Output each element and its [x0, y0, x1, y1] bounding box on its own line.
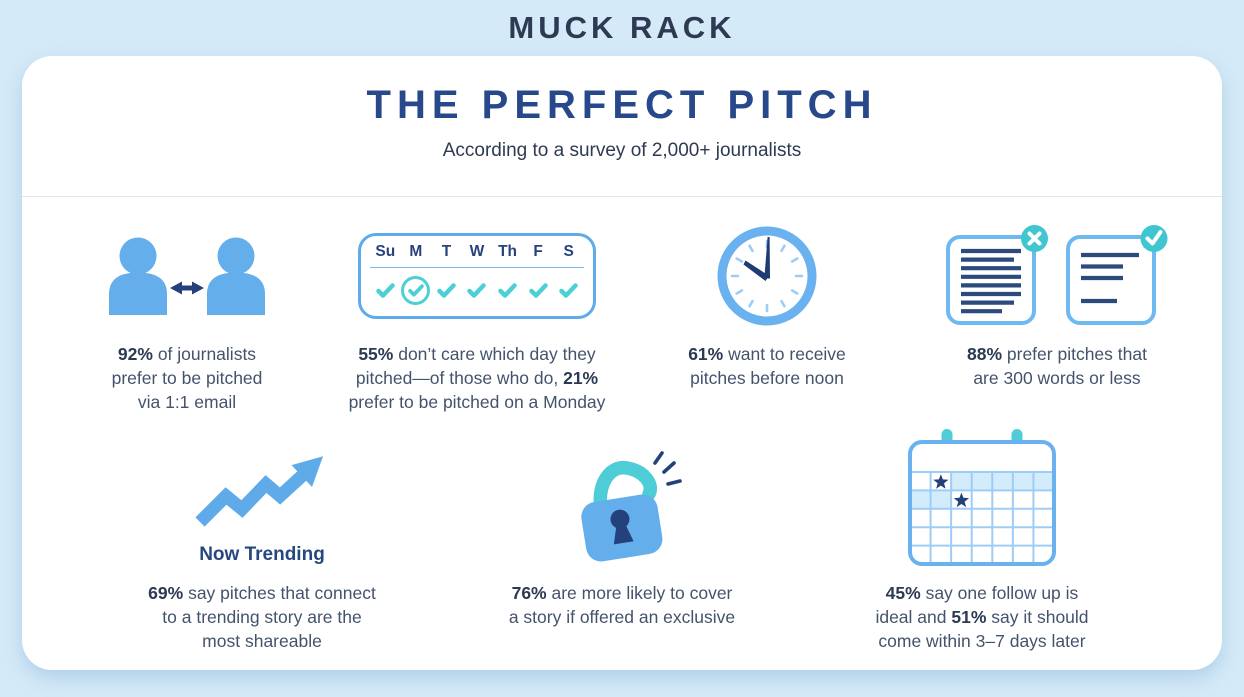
check-badge-icon [1140, 225, 1168, 252]
check-icon [437, 282, 456, 298]
document-long-icon [946, 225, 1048, 325]
stats-row-2: Now Trending 69% say pitches that connec… [22, 428, 1222, 653]
card-header: THE PERFECT PITCH According to a survey … [22, 56, 1222, 197]
stat-followup-caption: 45% say one follow up is ideal and 51% sa… [875, 583, 1089, 651]
logo-bar: MUCK RACK [0, 0, 1244, 56]
week-day-labels: Su M T W Th F S [370, 243, 584, 268]
check-icon [376, 282, 395, 298]
week-day-label: W [469, 243, 485, 260]
star-icon [953, 492, 970, 508]
page-subtitle: According to a survey of 2,000+ journali… [442, 140, 802, 161]
check-icon [559, 282, 578, 298]
infographic-card: THE PERFECT PITCH According to a survey … [22, 56, 1222, 670]
week-day-label: T [441, 243, 452, 260]
week-day-label: S [563, 243, 574, 260]
open-padlock-icon [581, 451, 682, 562]
monday-circled-check-icon [401, 275, 431, 305]
muckrack-logo: MUCK RACK [508, 10, 736, 45]
stat-day-of-week: Su M T W Th F S [332, 223, 622, 414]
week-day-label: M [409, 243, 423, 260]
week-calendar-checkmarks-icon: Su M T W Th F S [358, 233, 596, 319]
stat-words-caption: 88% prefer pitches that are 300 words or … [967, 344, 1147, 388]
stat-exclusive: 76% are more likely to cover a story if o… [442, 428, 802, 653]
two-documents-x-check-icon [946, 225, 1168, 325]
stat-email-caption: 92% of journalists prefer to be pitched vi… [111, 344, 263, 412]
clock-hands [743, 237, 770, 281]
check-icon [498, 282, 517, 298]
two-people-double-arrow-icon [109, 237, 265, 315]
week-checkmarks [370, 268, 584, 308]
stat-exclusive-caption: 76% are more likely to cover a story if o… [508, 583, 736, 627]
sparkle-lines [653, 451, 682, 486]
stat-trending-caption: 69% say pitches that connect to a trendin… [148, 583, 376, 651]
week-day-label: Su [375, 243, 396, 260]
keyhole-icon [610, 509, 634, 545]
stats-row-1: 92% of journalists prefer to be pitched vi… [22, 223, 1222, 414]
trending-label: Now Trending [199, 544, 325, 565]
stat-noon-caption: 61% want to receive pitches before noon [688, 344, 846, 388]
star-icon [933, 474, 949, 489]
stat-trending: Now Trending 69% say pitches that connec… [82, 428, 442, 653]
week-day-label: F [533, 243, 543, 260]
stat-before-noon: 61% want to receive pitches before noon [622, 223, 912, 414]
check-icon [528, 282, 548, 298]
page-title: THE PERFECT PITCH [366, 83, 878, 127]
stat-day-caption: 55% don’t care which day they pitched—of … [348, 344, 606, 412]
check-icon [467, 282, 487, 298]
trending-arrow-icon [195, 456, 324, 527]
calendar-stars-icon [908, 429, 1056, 566]
stat-followup: 45% say one follow up is ideal and 51% sa… [802, 428, 1162, 653]
stat-email: 92% of journalists prefer to be pitched vi… [42, 223, 332, 414]
stat-word-count: 88% prefer pitches that are 300 words or … [912, 223, 1202, 414]
clock-icon [717, 226, 817, 326]
double-arrow-icon [170, 281, 204, 295]
x-badge-icon [1021, 225, 1048, 252]
check-icon [408, 283, 424, 297]
document-short-icon [1066, 225, 1168, 325]
week-day-label: Th [498, 243, 518, 260]
